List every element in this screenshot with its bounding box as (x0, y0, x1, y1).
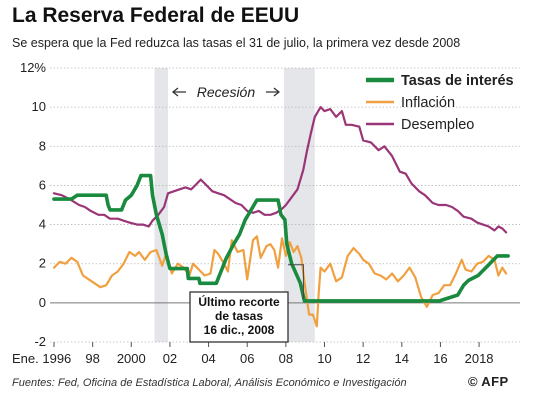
chart-subtitle: Se espera que la Fed reduzca las tasas e… (12, 36, 461, 50)
x-tick-label: 14 (395, 351, 409, 366)
x-tick-label: 04 (201, 351, 215, 366)
y-tick-label: 0 (39, 295, 46, 310)
series-line-inflation (52, 235, 508, 328)
x-tick-label: 10 (317, 351, 331, 366)
x-tick-label: Ene. 1996 (12, 351, 71, 366)
series-lines (52, 106, 510, 328)
legend-label-inflation: Inflación (401, 95, 455, 111)
annotation-leader (288, 264, 304, 299)
y-tick-label: 12% (20, 60, 46, 75)
x-tick-label: 08 (279, 351, 293, 366)
copyright-symbol: © (468, 374, 478, 389)
y-tick-label: 2 (39, 256, 46, 271)
y-tick-label: 10 (32, 99, 46, 114)
annotation-box (189, 291, 289, 343)
x-tick-label: 16 (433, 351, 447, 366)
x-tick-label: 2000 (117, 351, 146, 366)
recession-label: Recesión (197, 84, 256, 100)
recession-band-2 (283, 68, 315, 342)
afp-logo: © AFP (468, 374, 509, 389)
series-line-fed-rate (52, 173, 510, 303)
x-tick-label: 2018 (465, 351, 494, 366)
source-note: Fuentes: Fed, Oficina de Estadística Lab… (12, 377, 407, 389)
x-tick-label: 02 (163, 351, 177, 366)
afp-brand-text: AFP (481, 374, 509, 389)
x-tick-label: 12 (356, 351, 370, 366)
recession-arrow-left (171, 87, 186, 97)
recession-label-group: Recesión (171, 84, 280, 100)
recession-arrow-right (265, 87, 280, 97)
x-axis-ticks: Ene. 1996 98 2000 02 04 06 08 10 12 14 16 2018 (12, 342, 494, 366)
legend-label-fed-rate: Tasas de interés (401, 73, 514, 89)
y-tick-label: 8 (39, 138, 46, 153)
annotation-text-line: de tasas (215, 309, 263, 323)
legend-label-unemployment: Desempleo (401, 117, 474, 133)
annotation-text-line: Último recorte (198, 294, 280, 309)
x-tick-label: 98 (85, 351, 99, 366)
recession-bands (154, 68, 315, 342)
y-tick-label: 4 (39, 217, 46, 232)
annotation-text-line: 16 dic., 2008 (204, 323, 275, 337)
y-axis-ticks: 12% 10 8 6 4 2 0 -2 (20, 60, 46, 349)
series-line-unemployment (52, 106, 508, 234)
y-tick-label: -2 (34, 334, 46, 349)
recession-band-1 (154, 68, 168, 342)
y-tick-label: 6 (39, 177, 46, 192)
x-tick-label: 06 (240, 351, 254, 366)
chart-title: La Reserva Federal de EEUU (12, 4, 300, 27)
legend: Tasas de interés Inflación Desempleo (366, 73, 514, 133)
